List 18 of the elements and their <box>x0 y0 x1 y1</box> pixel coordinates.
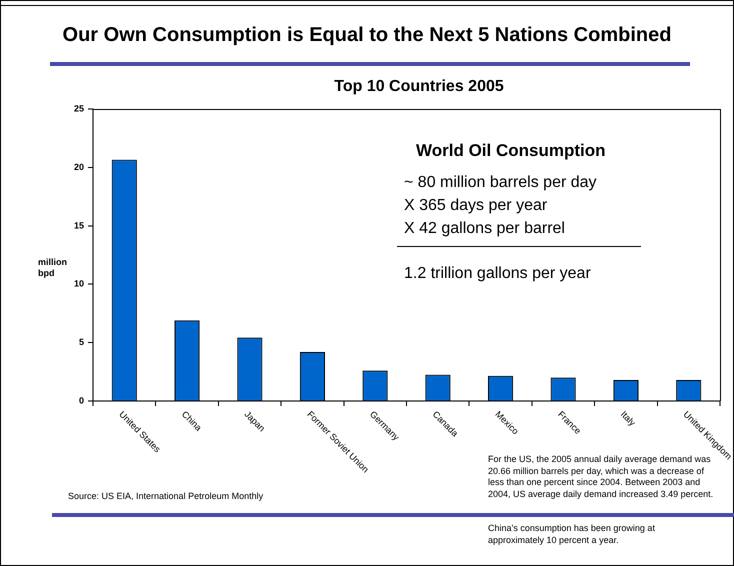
annotation: 1.2 trillion gallons per year <box>404 265 591 283</box>
annotation: X 42 gallons per barrel <box>404 220 565 238</box>
y-tick-label: 15 <box>74 220 84 230</box>
text: For the US, the 2005 annual daily average demand was 20.66 million barrels per day, which was a decrease of less than one percent since 2004. Between 2003 and 2004, US average daily demand increased 3.49 percent. <box>488 454 714 500</box>
annotation: World Oil Consumption <box>416 141 606 161</box>
x-tick-label: Italy <box>618 409 638 428</box>
y-tick-label: 10 <box>74 278 84 289</box>
annotation: X 365 days per year <box>404 197 548 215</box>
y-axis-title: million bpd <box>38 257 68 279</box>
y-tick-label: 20 <box>74 162 84 172</box>
source-note: Source: US EIA, International Petroleum Monthly <box>68 491 264 501</box>
y-tick-label: 0 <box>78 395 84 406</box>
chart-subtitle: Top 10 Countries 2005 <box>333 78 505 96</box>
text: China’s consumption has been growing at approximately 10 percent a year. <box>488 522 656 546</box>
y-tick-label: 5 <box>78 337 84 348</box>
annotation: ~ 80 million barrels per day <box>404 174 597 192</box>
y-tick-label: 25 <box>74 103 84 114</box>
chart-title: Our Own Consumption is Equal to the Next 5 Nations Combined <box>62 24 672 47</box>
